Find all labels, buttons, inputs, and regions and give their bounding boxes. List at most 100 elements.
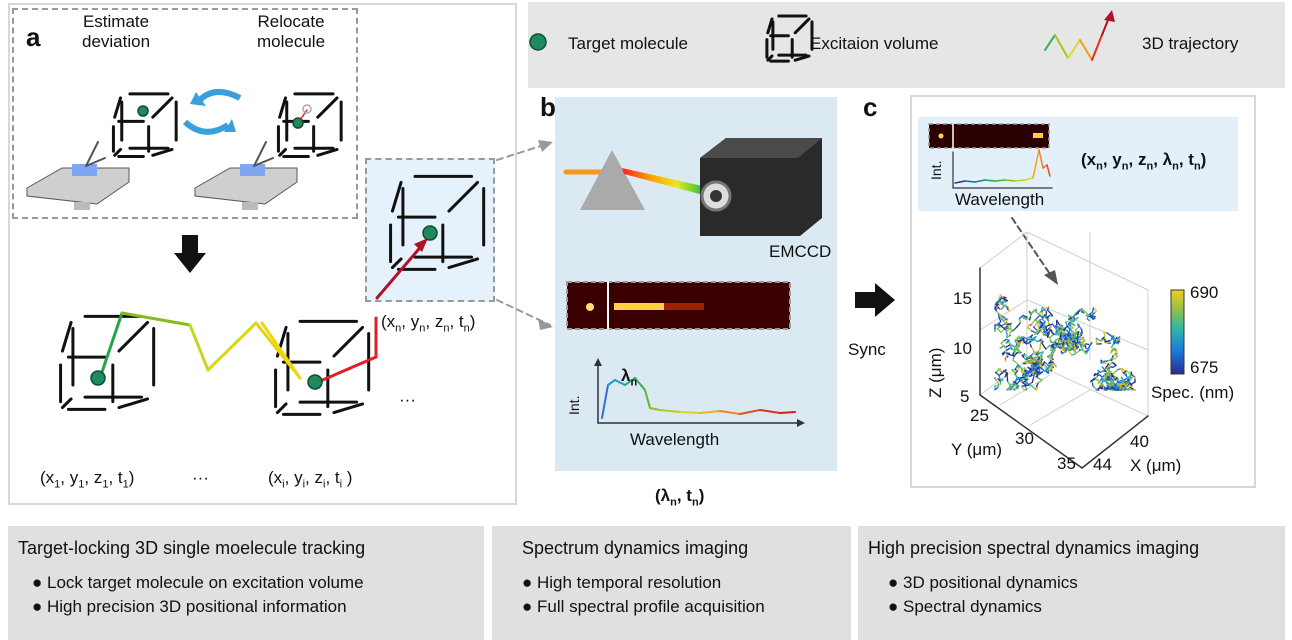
spectrum-curve-c [974, 179, 986, 183]
excitation-volume-icon [113, 96, 123, 119]
coord-part: , t [676, 486, 692, 505]
coord-subscript: i [302, 478, 306, 491]
relocate-arrowhead [414, 238, 428, 252]
trajectory-3d-segment [995, 379, 1000, 385]
trajectory-3d-segment [1091, 307, 1094, 313]
coord-part: (x [268, 468, 283, 487]
trajectory-3d-segment [1079, 336, 1085, 342]
trajectory-3d-segment [1085, 348, 1090, 355]
trajectory-3d-segment [1014, 335, 1020, 341]
trajectory-3d-segment [1043, 306, 1050, 311]
trajectory-3d-segment [1036, 351, 1042, 356]
trajectory-3d-segment [1067, 350, 1073, 356]
trajectory-segment [260, 321, 302, 380]
summary-tracking: Target-locking 3D single moelecule track… [8, 526, 484, 640]
trajectory-3d-segment [1015, 322, 1022, 328]
cycle-arrow-bottom [182, 119, 230, 135]
coord-part: , t [325, 468, 340, 487]
trajectory-3d-segment [997, 312, 1003, 317]
trajectory-3d-segment [1068, 314, 1074, 319]
correction-arrow [299, 109, 308, 121]
y-tick-35: 35 [1057, 454, 1076, 473]
trajectory-3d-segment [1049, 344, 1053, 351]
sync-arrow [855, 283, 895, 317]
coord-subscript: n [670, 496, 677, 509]
trajectory-3d-segment [1006, 334, 1011, 339]
trajectory-3d-segment [1078, 324, 1083, 331]
summary-item: ● Full spectral profile acquisition [522, 597, 765, 616]
trajectory-3d-segment [1109, 356, 1115, 361]
trajectory-3d-segment [1074, 325, 1080, 332]
trajectory-3d-segment [1066, 344, 1073, 350]
panel-c-frame [910, 95, 1256, 488]
coord-subscript: i [322, 478, 326, 491]
trajectory-3d-segment [1056, 325, 1062, 328]
trajectory-3d-segment [1110, 348, 1116, 354]
zoom-arrowhead [538, 318, 553, 330]
trajectory-3d-segment [1035, 311, 1041, 316]
trajectory-3d-segment [1101, 366, 1107, 372]
molecule-image-spot [938, 133, 944, 139]
spectrum-curve-b [699, 410, 721, 414]
spectrum-curve-b [644, 389, 651, 409]
trajectory-3d-segment [1047, 323, 1054, 327]
trajectory-3d-segment [1049, 343, 1056, 347]
trajectory-3d-segment [1031, 330, 1037, 334]
trajectory-3d-segment [1067, 327, 1073, 332]
molecule-dot [422, 225, 438, 241]
trajectory-3d-segment [1086, 318, 1090, 322]
spectrum-curve-b [679, 411, 701, 414]
y-tick-25: 25 [970, 406, 989, 425]
trajectory-3d-segment [1046, 314, 1051, 319]
trajectory-3d-segment [1028, 327, 1033, 332]
coord-part: , z [1128, 150, 1147, 169]
z-tick-5: 5 [960, 387, 970, 406]
spectrum-curve-c [1024, 177, 1034, 181]
wavelength-axis-label-c: Wavelength [955, 190, 1045, 209]
trajectory-3d-segment [1106, 332, 1112, 337]
spectrum-curve-b [601, 384, 609, 419]
pointer-arrowhead [1044, 270, 1058, 285]
trajectory-3d-segment [1008, 344, 1013, 350]
trajectory-3d-segment [1012, 326, 1018, 332]
excitation-volume-icon [316, 147, 339, 157]
trajectory-3d-segment [1025, 355, 1032, 359]
stage-leg [74, 202, 90, 210]
excitation-volume-icon [278, 147, 288, 157]
coord-subscript: n [691, 496, 699, 509]
trajectory-3d-segment [1061, 348, 1067, 353]
trajectory-3d-segment [1126, 379, 1131, 385]
coord-part: (λ [655, 486, 671, 505]
trajectory-3d-segment [1041, 311, 1044, 317]
summary-item: ● 3D positional dynamics [888, 573, 1078, 592]
colorbar-label: Spec. (nm) [1151, 383, 1235, 402]
trajectory-3d-segment [1111, 386, 1117, 391]
trajectory-3d-segment [1000, 339, 1006, 345]
beam-arrow [253, 141, 267, 167]
coord-part: ) [698, 486, 705, 505]
summary-item: ● High precision 3D positional informati… [32, 597, 347, 616]
trajectory-3d-segment [1048, 359, 1053, 364]
trajectory-3d-segment [1013, 345, 1018, 350]
coord-part: , y [401, 312, 420, 331]
coord-part: (x [381, 312, 396, 331]
trajectory-3d-segment [1113, 383, 1118, 389]
trajectory-3d-segment [1018, 314, 1024, 320]
trajectory-3d-segment [1066, 334, 1073, 341]
spectrum-curve-c [954, 180, 966, 184]
cycle-arrowhead [224, 119, 236, 132]
trajectory-3d-segment [1030, 384, 1036, 390]
trajectory-3d-segment [1033, 369, 1040, 374]
trajectory-3d-segment [1120, 368, 1124, 374]
trajectory-3d-segment [1039, 323, 1044, 329]
coord-part: , t [108, 468, 123, 487]
excitation-volume-icon [447, 180, 480, 213]
spectrum-curve-c [964, 180, 976, 183]
trajectory-3d-segment [1075, 349, 1081, 355]
panel-c-letter: c [863, 92, 878, 122]
x-axis-label: X (μm) [1130, 456, 1182, 475]
int-axis-label-b: Int. [566, 395, 582, 415]
trajectory-3d-segment [1032, 323, 1038, 328]
spectrum-curve-b [779, 411, 796, 414]
